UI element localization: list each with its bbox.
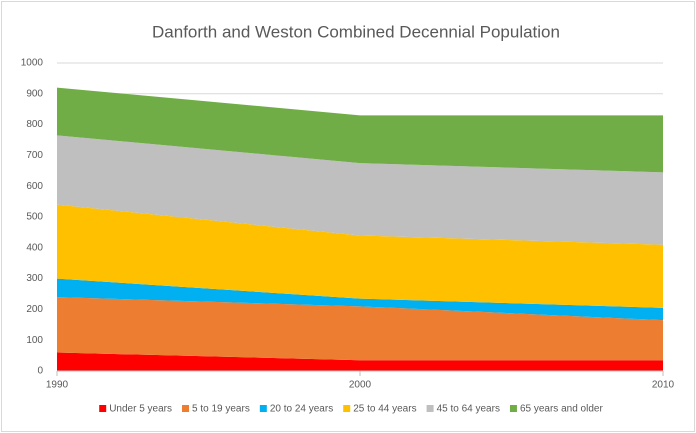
legend-label: 65 years and older [520,404,604,415]
y-tick-label: 0 [37,366,43,377]
legend-label: 20 to 24 years [270,404,333,415]
y-tick-label: 100 [26,335,43,346]
legend-swatch [343,405,351,412]
y-tick-label: 300 [26,273,43,284]
legend-swatch [99,405,107,412]
legend-label: 25 to 44 years [353,404,416,415]
y-tick-label: 600 [26,181,43,192]
y-tick-label: 1000 [21,58,44,69]
area [57,352,663,371]
area [57,204,663,308]
legend-swatch [182,405,190,412]
legend-label: Under 5 years [109,404,172,415]
area [57,278,663,321]
area [57,87,663,173]
legend-label: 5 to 19 years [192,404,250,415]
y-tick-label: 700 [26,150,43,161]
y-tick-label: 200 [26,304,43,315]
legend-swatch [509,405,517,412]
x-tick-label: 2010 [652,380,675,391]
y-tick-label: 400 [26,242,43,253]
chart-title: Danforth and Weston Combined Decennial P… [152,22,560,41]
x-tick-label: 1990 [46,380,69,391]
area [57,297,663,361]
y-tick-label: 800 [26,119,43,130]
area [57,135,663,245]
x-tick-label: 2000 [349,380,372,391]
y-tick-label: 500 [26,212,43,223]
legend-label: 45 to 64 years [437,404,500,415]
legend-swatch [259,405,267,412]
legend-swatch [426,405,434,412]
y-tick-label: 900 [26,88,43,99]
